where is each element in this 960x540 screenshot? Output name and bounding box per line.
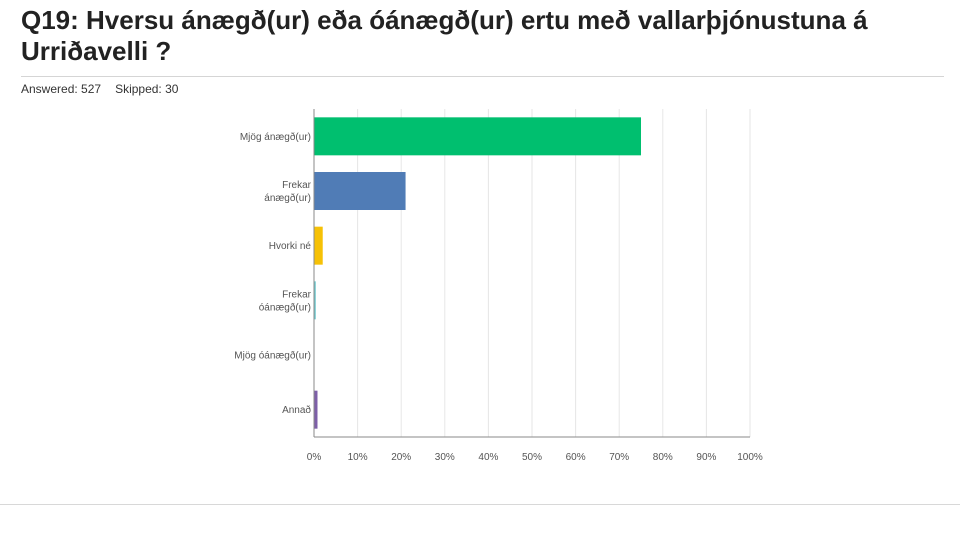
x-tick-label: 10% [348,452,368,463]
footer-divider [0,504,960,505]
category-label: Frekar [282,289,312,300]
category-label: Hvorki né [269,241,312,252]
title-divider [21,76,944,77]
tick-labels: 0% 10% 20% 30% 40% 50% 60% 70% 80% 90% 100% [307,452,763,463]
x-tick-label: 50% [522,452,542,463]
x-tick-label: 40% [478,452,498,463]
x-tick-label: 90% [696,452,716,463]
category-label: Frekar [282,180,312,191]
bar [314,226,323,265]
category-label: Mjög óánægð(ur) [234,350,311,362]
x-tick-label: 70% [609,452,629,463]
page-title: Q19: Hversu ánægð(ur) eða óánægð(ur) ert… [21,5,868,66]
bar [314,390,318,429]
x-tick-label: 20% [391,452,411,463]
bar [314,117,641,156]
x-tick-label: 100% [737,452,763,463]
x-tick-label: 0% [307,452,322,463]
axes [313,109,750,438]
x-tick-label: 30% [435,452,455,463]
category-label: Annað [282,404,311,416]
bar [314,281,316,320]
x-tick-label: 80% [653,452,673,463]
bars [314,117,641,429]
category-label: óánægð(ur) [259,301,311,313]
skipped-count: Skipped: 30 [115,82,179,96]
category-label: ánægð(ur) [264,192,311,204]
gridlines [357,109,751,437]
answered-count: Answered: 527 [21,82,102,96]
x-tick-label: 60% [566,452,586,463]
bar [314,172,406,210]
category-label: Mjög ánægð(ur) [240,131,311,143]
response-stats: Answered: 527 Skipped: 30 [21,82,178,96]
